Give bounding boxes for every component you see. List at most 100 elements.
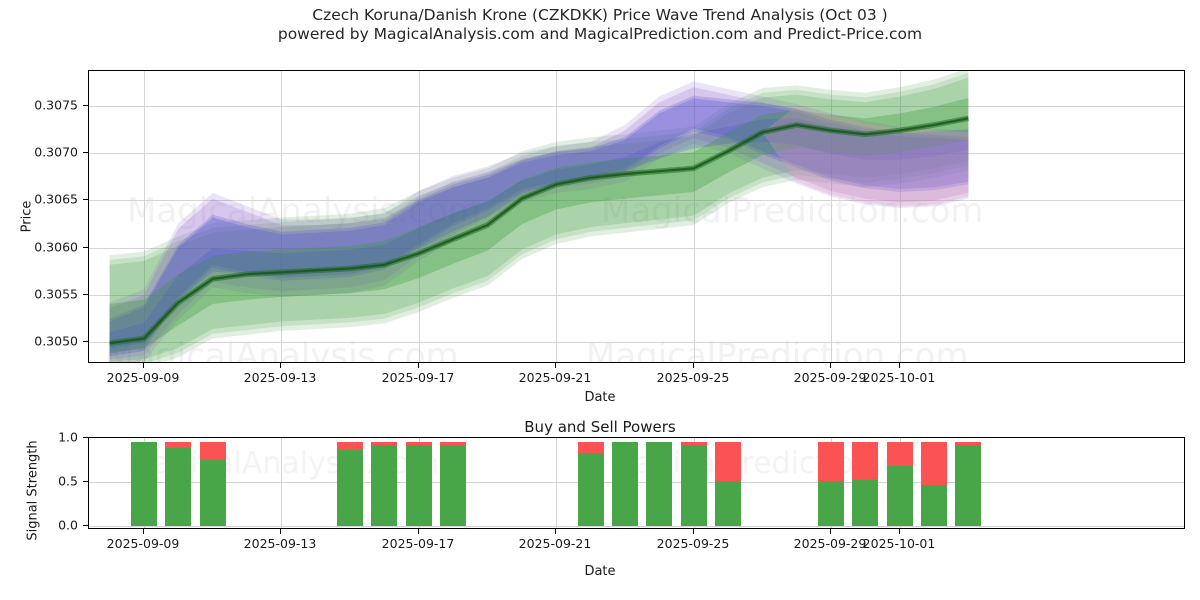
bar-tickmark-y-0.5 bbox=[83, 481, 88, 483]
ytick-0.3050: 0.3050 bbox=[34, 333, 78, 349]
sell-power-bar bbox=[955, 442, 982, 446]
gridline-y-0.3050 bbox=[89, 342, 1184, 343]
gridline-x-2025-10-01 bbox=[900, 71, 901, 362]
buy-power-bar bbox=[646, 442, 673, 526]
bar-ytick-0.5: 0.5 bbox=[58, 473, 78, 489]
tickmark-x-2025-09-25 bbox=[693, 363, 695, 368]
sell-power-bar bbox=[714, 442, 741, 481]
buy-power-bar bbox=[714, 480, 741, 526]
bars-layer bbox=[89, 438, 1184, 528]
gridline-y-0.3060 bbox=[89, 248, 1184, 249]
bar-y-axis-title: Signal Strength bbox=[25, 440, 41, 541]
gridline-y-0.3055 bbox=[89, 295, 1184, 296]
xtick-2025-09-29: 2025-09-29 bbox=[793, 370, 867, 385]
buy-power-bar bbox=[680, 444, 707, 526]
bar-tickmark-x-2025-09-29 bbox=[830, 529, 832, 534]
tickmark-x-2025-09-29 bbox=[830, 363, 832, 368]
sell-power-bar bbox=[199, 442, 226, 460]
gridline-x-2025-09-09 bbox=[144, 71, 145, 362]
page-subtitle: powered by MagicalAnalysis.com and Magic… bbox=[277, 25, 923, 43]
buy-power-bar bbox=[405, 444, 432, 526]
buy-power-bar bbox=[440, 444, 467, 526]
bar-xtick-2025-09-25: 2025-09-25 bbox=[656, 536, 730, 551]
page-title: Czech Koruna/Danish Krone (CZKDKK) Price… bbox=[312, 6, 888, 24]
gridline-x-2025-09-17 bbox=[419, 71, 420, 362]
chart-title-block: Czech Koruna/Danish Krone (CZKDKK) Price… bbox=[0, 6, 1200, 44]
tickmark-y-0.3065 bbox=[83, 199, 88, 201]
buy-power-bar bbox=[165, 447, 192, 526]
bar-xtick-2025-09-13: 2025-09-13 bbox=[243, 536, 317, 551]
tickmark-y-0.3055 bbox=[83, 294, 88, 296]
buy-power-bar bbox=[131, 442, 157, 526]
tickmark-x-2025-09-21 bbox=[555, 363, 557, 368]
buy-power-bar bbox=[199, 459, 226, 526]
ytick-0.3070: 0.3070 bbox=[34, 144, 78, 160]
xtick-2025-09-21: 2025-09-21 bbox=[518, 370, 592, 385]
gridline-x-2025-09-25 bbox=[694, 71, 695, 362]
bar-x-axis-title: Date bbox=[584, 564, 616, 579]
ytick-0.3075: 0.3075 bbox=[34, 97, 78, 113]
sell-power-bar bbox=[371, 442, 398, 445]
price-wave-plot: MagicalAnalysis.com MagicalPrediction.co… bbox=[88, 70, 1185, 363]
ytick-0.3060: 0.3060 bbox=[34, 239, 78, 255]
tickmark-x-2025-09-13 bbox=[280, 363, 282, 368]
gridline-x-2025-09-21 bbox=[556, 71, 557, 362]
xtick-2025-10-01: 2025-10-01 bbox=[862, 370, 936, 385]
tickmark-y-0.3070 bbox=[83, 152, 88, 154]
buy-power-bar bbox=[577, 452, 604, 526]
bar-xtick-2025-09-09: 2025-09-09 bbox=[106, 536, 180, 551]
sell-power-bar bbox=[440, 442, 467, 445]
sell-power-bar bbox=[886, 442, 913, 466]
xtick-2025-09-13: 2025-09-13 bbox=[243, 370, 317, 385]
tickmark-y-0.3075 bbox=[83, 105, 88, 107]
buy-sell-plot: MagicalAnalysis.com MagicalPrediction.co… bbox=[88, 437, 1185, 529]
gridline-y-0.3065 bbox=[89, 200, 1184, 201]
gridline-x-2025-09-29 bbox=[831, 71, 832, 362]
tickmark-y-0.3060 bbox=[83, 247, 88, 249]
bar-xtick-2025-09-17: 2025-09-17 bbox=[381, 536, 455, 551]
bar-gridline-x-2025-09-13 bbox=[281, 438, 282, 528]
bar-tickmark-x-2025-09-25 bbox=[693, 529, 695, 534]
bar-tickmark-y-1.0 bbox=[83, 437, 88, 439]
xtick-2025-09-17: 2025-09-17 bbox=[381, 370, 455, 385]
buy-power-bar bbox=[921, 484, 948, 526]
ytick-0.3065: 0.3065 bbox=[34, 191, 78, 207]
tickmark-x-2025-09-17 bbox=[418, 363, 420, 368]
xtick-2025-09-09: 2025-09-09 bbox=[106, 370, 180, 385]
sell-power-bar bbox=[577, 442, 604, 453]
tickmark-x-2025-09-09 bbox=[143, 363, 145, 368]
buy-power-bar bbox=[337, 450, 364, 526]
gridline-x-2025-09-13 bbox=[281, 71, 282, 362]
bar-gridline-x-2025-09-21 bbox=[556, 438, 557, 528]
sell-power-bar bbox=[680, 442, 707, 445]
ytick-0.3055: 0.3055 bbox=[34, 286, 78, 302]
tickmark-y-0.3050 bbox=[83, 341, 88, 343]
buy-power-bar bbox=[818, 480, 844, 526]
sell-power-bar bbox=[405, 442, 432, 445]
bar-ytick-0.0: 0.0 bbox=[58, 517, 78, 533]
bar-tickmark-x-2025-09-13 bbox=[280, 529, 282, 534]
bar-tickmark-x-2025-10-01 bbox=[899, 529, 901, 534]
bar-ytick-1.0: 1.0 bbox=[58, 429, 78, 445]
gridline-y-0.3075 bbox=[89, 106, 1184, 107]
sell-power-bar bbox=[337, 442, 364, 451]
sell-power-bar bbox=[165, 442, 192, 448]
price-wave-bands bbox=[109, 71, 969, 362]
bar-tickmark-x-2025-09-09 bbox=[143, 529, 145, 534]
bar-tickmark-x-2025-09-17 bbox=[418, 529, 420, 534]
buy-power-bar bbox=[955, 445, 982, 526]
bar-tickmark-y-0.0 bbox=[83, 525, 88, 527]
xtick-2025-09-25: 2025-09-25 bbox=[656, 370, 730, 385]
sell-power-bar bbox=[818, 442, 844, 481]
buy-sell-title: Buy and Sell Powers bbox=[524, 418, 676, 436]
bar-tickmark-x-2025-09-21 bbox=[555, 529, 557, 534]
buy-power-bar bbox=[886, 465, 913, 526]
buy-power-bar bbox=[371, 444, 398, 526]
sell-power-bar bbox=[852, 442, 879, 480]
price-y-axis-title: Price bbox=[19, 200, 35, 233]
sell-power-bar bbox=[921, 442, 948, 485]
gridline-y-0.3070 bbox=[89, 153, 1184, 154]
buy-power-bar bbox=[611, 442, 638, 526]
bar-xtick-2025-10-01: 2025-10-01 bbox=[862, 536, 936, 551]
